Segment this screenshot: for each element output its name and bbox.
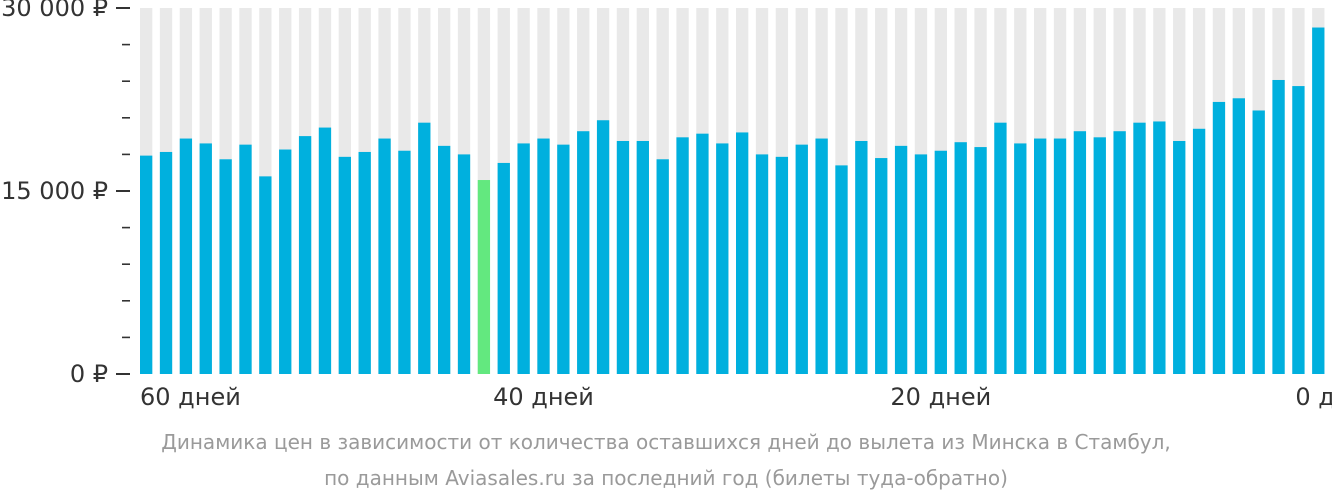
bar	[716, 143, 729, 374]
bar	[179, 138, 193, 374]
bar	[318, 127, 332, 374]
bar	[358, 151, 371, 374]
bar	[696, 133, 709, 374]
bar	[1252, 110, 1265, 374]
bar	[418, 122, 431, 375]
bars	[140, 27, 1325, 375]
y-axis: 0 ₽ 15 000 ₽ 30 000 ₽	[1, 0, 130, 388]
price-chart: 0 ₽ 15 000 ₽ 30 000 ₽ 60 дней 40 дней 20 дне…	[1, 0, 1332, 411]
x-axis: 60 дней 40 дней 20 дней 0 дней	[140, 383, 1332, 411]
bar	[517, 143, 530, 374]
x-tick-label: 20 дней	[890, 383, 991, 411]
bar	[1312, 27, 1325, 375]
bar	[1153, 121, 1166, 375]
bar	[378, 138, 391, 374]
bar	[815, 138, 828, 374]
bar	[656, 159, 669, 374]
bar	[140, 155, 153, 374]
bar	[279, 149, 292, 374]
x-tick-label: 60 дней	[140, 383, 241, 411]
bar	[1212, 101, 1226, 374]
bar	[616, 140, 630, 374]
bar	[1053, 138, 1067, 374]
bar	[636, 140, 649, 374]
y-tick-label: 0 ₽	[70, 360, 108, 388]
bar	[875, 158, 888, 374]
bar	[1272, 79, 1285, 374]
bar	[1192, 128, 1206, 374]
x-tick-label: 40 дней	[493, 383, 594, 411]
bar	[1232, 98, 1245, 374]
bar	[219, 159, 232, 374]
bar	[577, 131, 590, 374]
bar	[1133, 122, 1146, 375]
bar	[954, 142, 967, 374]
bar	[1292, 86, 1305, 374]
bar	[1073, 131, 1087, 374]
bar	[855, 140, 868, 374]
bar	[159, 151, 173, 374]
x-tick-label: 0 дней	[1295, 383, 1332, 411]
bar	[259, 176, 272, 374]
bar	[934, 150, 947, 374]
bar	[1113, 131, 1126, 374]
bar	[1093, 137, 1106, 374]
chart-caption-line-2: по данным Aviasales.ru за последний год …	[324, 466, 1008, 490]
bar	[298, 136, 312, 374]
bar	[497, 162, 510, 374]
bar	[736, 132, 749, 374]
bar	[199, 143, 212, 374]
bar	[398, 150, 411, 374]
chart-caption-line-1: Динамика цен в зависимости от количества…	[161, 430, 1171, 454]
bar	[1034, 138, 1047, 374]
y-tick-label: 15 000 ₽	[1, 177, 108, 205]
bar	[676, 137, 689, 374]
bar	[994, 122, 1007, 375]
bar	[457, 154, 471, 374]
bar	[755, 154, 769, 374]
bar	[894, 145, 908, 374]
bar-min-price	[477, 180, 491, 374]
bar	[1173, 140, 1186, 374]
bar	[775, 156, 789, 374]
bar	[338, 156, 351, 374]
bar	[438, 145, 451, 374]
bar	[835, 165, 848, 374]
background-columns	[140, 8, 1325, 374]
bar	[1014, 143, 1027, 374]
y-tick-label: 30 000 ₽	[1, 0, 108, 22]
bar	[974, 147, 987, 374]
bar	[914, 154, 928, 374]
bar	[537, 138, 550, 374]
bar	[239, 144, 252, 374]
bar	[596, 120, 610, 375]
bar	[795, 144, 808, 374]
bar	[557, 144, 570, 374]
